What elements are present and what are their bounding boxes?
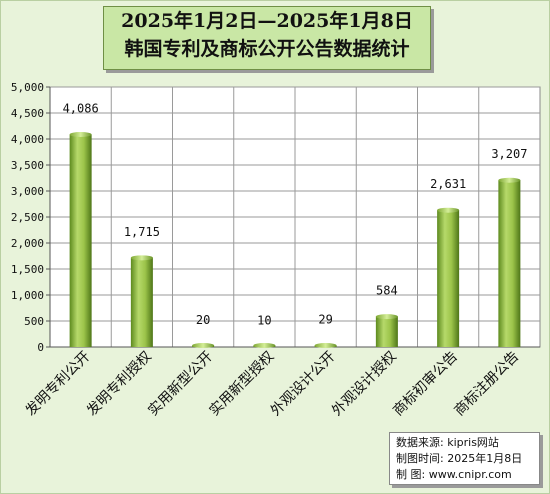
bar (498, 180, 521, 347)
bar-cap (375, 314, 398, 320)
bar (130, 257, 153, 347)
data-label: 4,086 (63, 102, 99, 116)
x-tick-label: 发明专利公开 (23, 349, 94, 420)
y-tick-label: 2,000 (11, 237, 44, 250)
chart-title: 韩国专利及商标公开公告数据统计 (124, 38, 410, 60)
x-tick-label: 外观设计授权 (329, 349, 400, 420)
chart-title-box: 2025年1月2日—2025年1月8日 韩国专利及商标公开公告数据统计 (103, 6, 431, 70)
data-label: 3,207 (491, 147, 527, 161)
x-tick-label: 外观设计公开 (268, 349, 339, 420)
bar-cap (437, 207, 460, 213)
y-tick-label: 1,000 (11, 289, 44, 302)
y-tick-label: 4,500 (11, 107, 44, 120)
chart-title-date-range: 2025年1月2日—2025年1月8日 (121, 10, 413, 32)
source-line-author: 制 图: www.cnipr.com (396, 468, 512, 481)
bar-cap (69, 132, 92, 138)
bar (437, 210, 460, 347)
bar (375, 316, 398, 347)
y-tick-label: 5,000 (11, 81, 44, 94)
y-tick-label: 0 (37, 341, 44, 354)
x-tick-label: 商标初审公告 (390, 348, 461, 419)
bar-cap (314, 342, 337, 348)
x-tick-label: 实用新型授权 (206, 349, 277, 420)
data-label: 20 (196, 313, 210, 327)
y-tick-label: 500 (24, 315, 44, 328)
bar-cap (192, 343, 215, 348)
data-label: 29 (318, 312, 332, 326)
data-label: 2,631 (430, 177, 466, 191)
bar-cap (253, 343, 276, 348)
bar-cap (130, 255, 153, 261)
data-label: 10 (257, 313, 271, 327)
y-tick-label: 4,000 (11, 133, 44, 146)
source-line-date: 制图时间: 2025年1月8日 (396, 452, 523, 465)
x-tick-label: 发明专利授权 (84, 349, 155, 420)
y-tick-label: 1,500 (11, 263, 44, 276)
data-label: 1,715 (124, 225, 160, 239)
source-note: 数据来源: kipris网站 制图时间: 2025年1月8日 制 图: www.… (389, 432, 540, 485)
y-tick-label: 3,000 (11, 185, 44, 198)
bar (69, 134, 92, 347)
y-tick-label: 3,500 (11, 159, 44, 172)
x-tick-label: 商标注册公告 (451, 349, 522, 420)
x-tick-label: 实用新型公开 (145, 349, 216, 420)
data-label: 584 (376, 284, 398, 298)
y-tick-label: 2,500 (11, 211, 44, 224)
source-line-data: 数据来源: kipris网站 (396, 436, 499, 449)
bar-cap (498, 177, 521, 183)
